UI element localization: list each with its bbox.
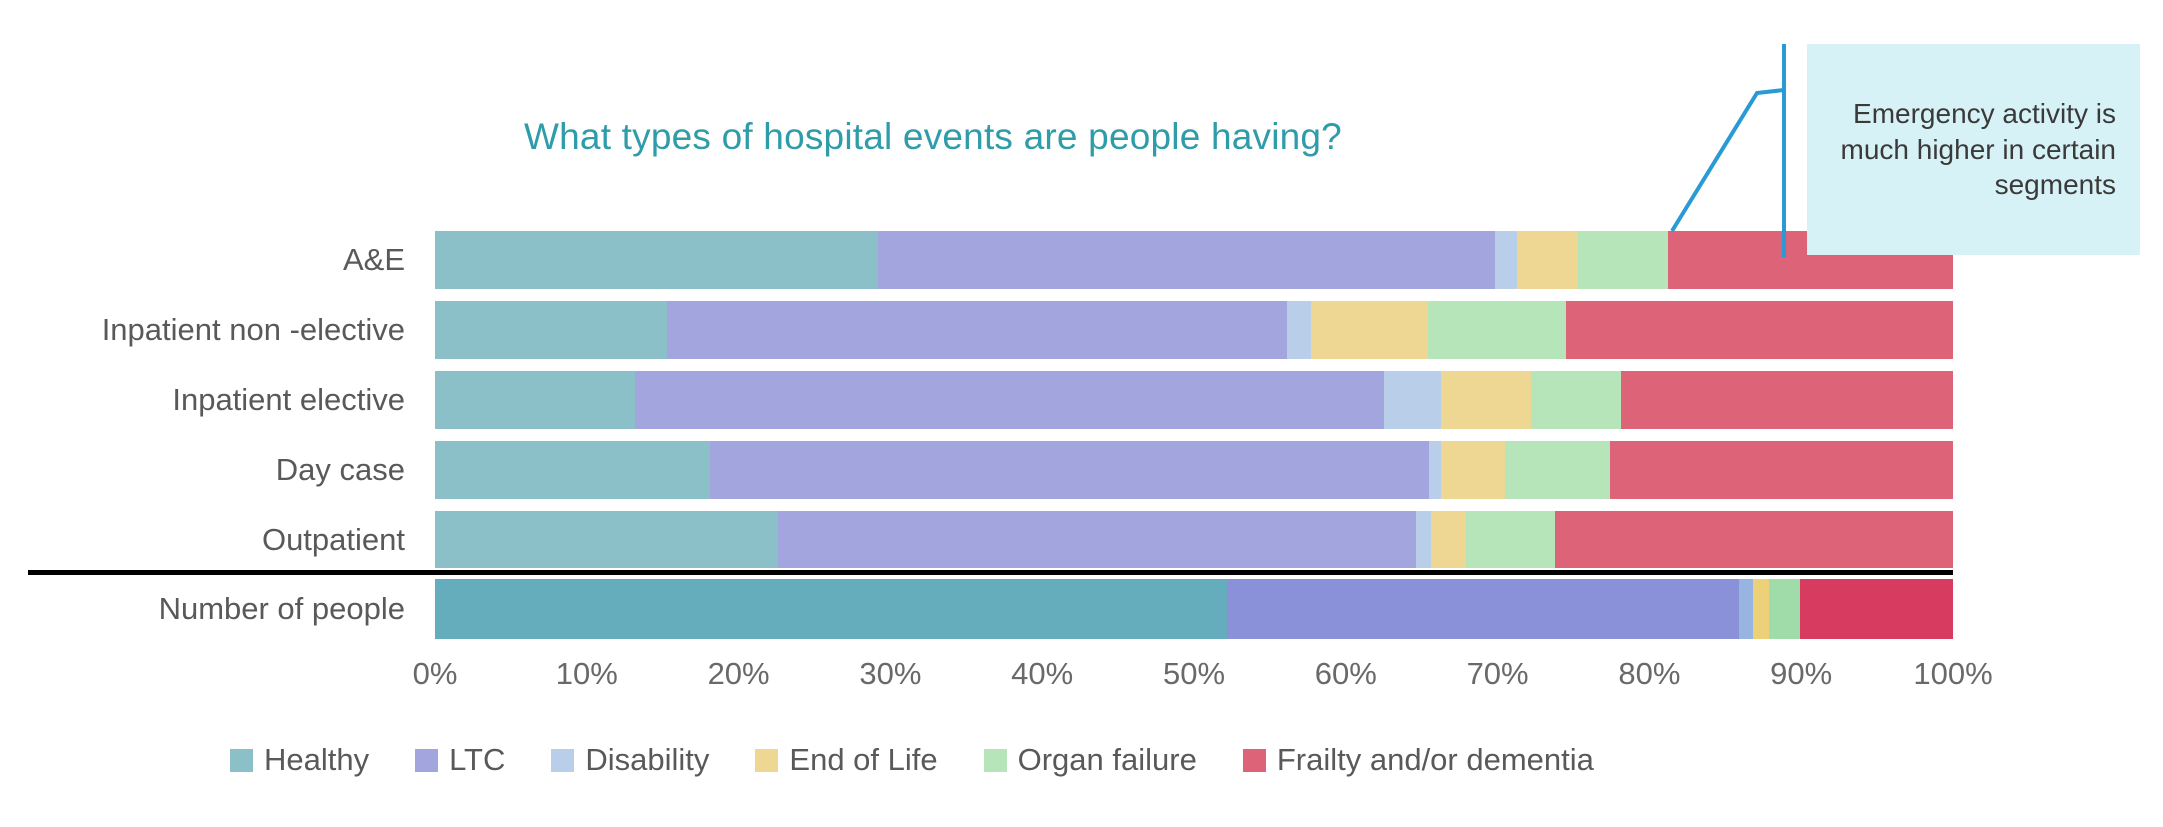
separator-line	[28, 570, 1953, 575]
bar-segment	[435, 579, 1228, 639]
bar-segment	[1227, 579, 1739, 639]
legend-label: Frailty and/or dementia	[1276, 742, 1594, 777]
legend-label: Healthy	[264, 742, 370, 777]
legend-swatch-icon	[415, 748, 439, 772]
bar-segment	[709, 441, 1430, 499]
category-label: Day case	[275, 452, 405, 487]
legend-item: Frailty and/or dementia	[1242, 742, 1594, 778]
bar-segment	[1609, 441, 1953, 499]
x-axis-tick-label: 0%	[412, 656, 458, 691]
bar-segment	[778, 511, 1416, 568]
chart-title: What types of hospital events are people…	[524, 116, 1342, 157]
legend-swatch-icon	[983, 748, 1007, 772]
legend-swatch-icon	[755, 748, 779, 772]
bar-segment	[435, 441, 710, 499]
callout-diagonal-line	[1670, 88, 1785, 233]
x-axis-tick-label: 70%	[1466, 656, 1529, 691]
x-axis-tick-label: 90%	[1770, 656, 1833, 691]
x-axis-tick-label: 30%	[859, 656, 922, 691]
legend-label: LTC	[449, 742, 506, 777]
stacked-bar-row	[435, 511, 1953, 568]
bar-segment	[1799, 579, 1953, 639]
stacked-bar-row	[435, 301, 1953, 359]
bar-segment	[1383, 371, 1442, 429]
legend: Healthy LTC Disability End of Life Organ fai…	[230, 742, 1594, 778]
category-label: Inpatient elective	[172, 382, 405, 417]
bar-segment	[667, 301, 1287, 359]
bar-segment	[1505, 441, 1610, 499]
bar-segment	[1530, 371, 1621, 429]
bar-segment	[1565, 301, 1953, 359]
annotation-text: Emergency activity is much higher in cer…	[1840, 97, 2116, 201]
bar-segment	[1441, 441, 1506, 499]
category-label: Number of people	[158, 591, 405, 626]
stacked-bar-row	[435, 441, 1953, 499]
bar-segment	[878, 231, 1495, 289]
bar-segment	[435, 511, 779, 568]
x-axis-tick-label: 50%	[1162, 656, 1226, 691]
bar-segment	[1752, 579, 1770, 639]
legend-swatch-icon	[551, 748, 575, 772]
legend-label: Disability	[585, 742, 710, 777]
legend-label: Organ failure	[1017, 742, 1197, 777]
legend-item: Healthy	[230, 742, 369, 778]
bar-segment	[1310, 301, 1428, 359]
legend-item: End of Life	[755, 742, 938, 778]
annotation-box: Emergency activity is much higher in cer…	[1807, 44, 2140, 255]
bar-segment	[435, 371, 636, 429]
legend-label: End of Life	[789, 742, 938, 777]
stacked-bar-row	[435, 579, 1953, 639]
bar-segment	[1427, 301, 1566, 359]
bar-segment	[1465, 511, 1556, 568]
bar-segment	[1415, 511, 1431, 568]
bar-segment	[1517, 231, 1579, 289]
legend-swatch-icon	[1242, 748, 1266, 772]
legend-item: Organ failure	[983, 742, 1197, 778]
category-label: A&E	[342, 242, 405, 277]
stacked-bar-row	[435, 231, 1953, 289]
legend-item: Disability	[551, 742, 709, 778]
x-axis-tick-label: 40%	[1011, 656, 1074, 691]
bar-segment	[435, 301, 668, 359]
bar-segment	[635, 371, 1384, 429]
bar-segment	[1286, 301, 1311, 359]
bar-segment	[1441, 371, 1531, 429]
bar-segment	[1429, 441, 1442, 499]
stacked-bar-row	[435, 371, 1953, 429]
legend-item: LTC	[415, 742, 505, 778]
x-axis-tick-label: 80%	[1618, 656, 1681, 691]
bar-segment	[1769, 579, 1800, 639]
category-label: Outpatient	[261, 522, 405, 557]
x-axis-tick-label: 60%	[1314, 656, 1377, 691]
bar-segment	[1555, 511, 1953, 568]
bar-segment	[1738, 579, 1753, 639]
bar-segment	[1620, 371, 1953, 429]
bar-segment	[1494, 231, 1518, 289]
bar-segment	[1430, 511, 1466, 568]
x-axis-tick-label: 10%	[555, 656, 618, 691]
bar-segment	[1578, 231, 1668, 289]
x-axis-tick-label: 100%	[1913, 656, 1993, 691]
legend-swatch-icon	[230, 748, 253, 772]
category-label: Inpatient non -elective	[101, 312, 405, 347]
x-axis-tick-label: 20%	[707, 656, 770, 691]
bar-segment	[435, 231, 879, 289]
